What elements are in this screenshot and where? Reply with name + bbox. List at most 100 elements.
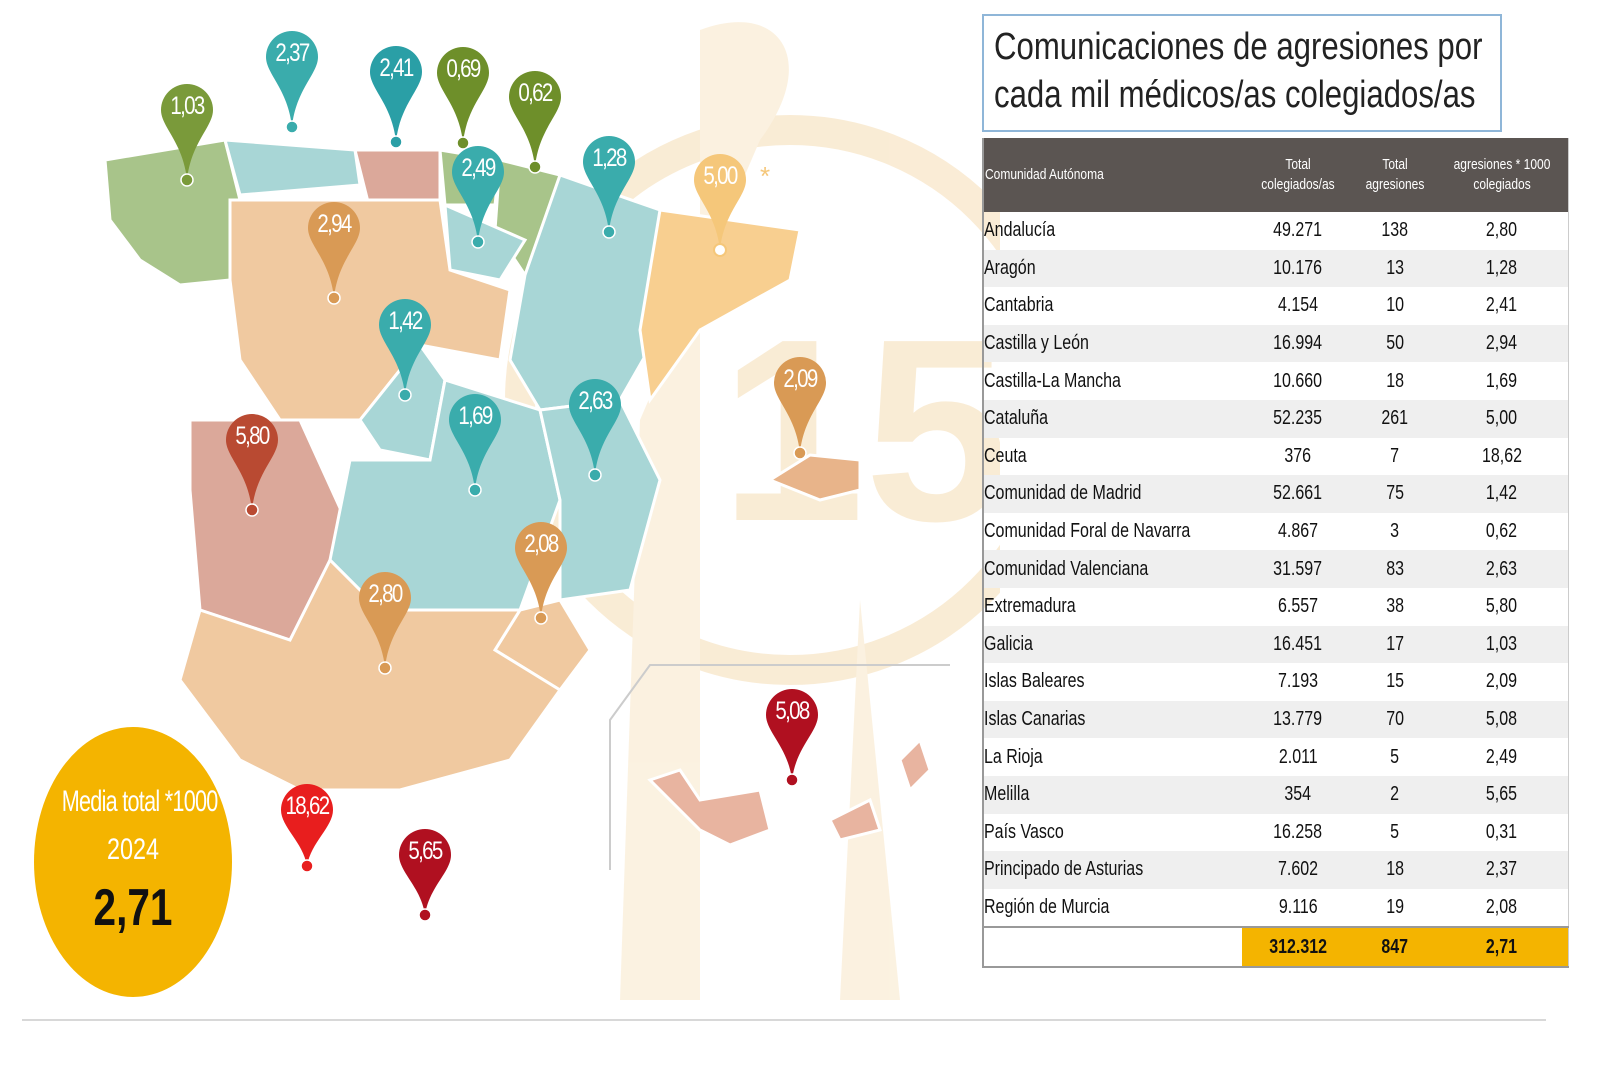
cell-text: Islas Canarias: [984, 708, 1086, 731]
cell-text: 1,69: [1486, 369, 1518, 392]
cell-ratio: 0,62: [1436, 513, 1569, 551]
cell-text: 10.660: [1273, 369, 1323, 392]
cell-agresiones: 50: [1353, 324, 1436, 363]
cell-text: Islas Baleares: [984, 670, 1085, 693]
table-row: Melilla 354 2 5,65: [983, 775, 1569, 814]
cell-ratio: 2,49: [1436, 738, 1569, 776]
region-baleares: [766, 453, 862, 502]
cell-text: 38: [1386, 595, 1404, 618]
table-row: Cataluña 52.235 261 5,00: [983, 399, 1569, 438]
cell-text: 2,71: [1486, 935, 1518, 958]
cell-text: 312.312: [1268, 935, 1327, 958]
cell-comunidad: Castilla y León: [983, 324, 1242, 363]
cell-colegiados: 312.312: [1241, 926, 1354, 968]
pin-ceuta: 18,62: [279, 782, 335, 892]
cell-agresiones: 70: [1353, 700, 1436, 739]
cell-comunidad: País Vasco: [983, 814, 1242, 852]
map-pin-icon: [583, 136, 635, 239]
cell-text: Principado de Asturias: [984, 858, 1144, 881]
cell-ratio: 0,31: [1436, 814, 1569, 852]
pin-melilla: 5,65: [397, 827, 453, 937]
pin-aragon: 1,28: [581, 134, 637, 244]
cell-text: 52.661: [1273, 482, 1323, 505]
pin-la-rioja: 2,49: [450, 144, 506, 254]
pin-canarias: 5,08: [764, 687, 820, 797]
map-pin-icon: [766, 689, 818, 787]
cell-comunidad: Galicia: [983, 625, 1242, 664]
cell-text: 2,37: [1486, 858, 1518, 881]
pin-andalucia: 2,80: [357, 570, 413, 680]
watermark-logo: 15: [505, 22, 1000, 1001]
cell-comunidad: Comunidad Foral de Navarra: [983, 513, 1242, 551]
cell-ratio: 5,80: [1436, 588, 1569, 626]
cell-agresiones: 5: [1354, 814, 1436, 852]
table-row: Islas Baleares 7.193 15 2,09: [983, 663, 1568, 701]
cell-agresiones: 10: [1354, 287, 1436, 325]
cell-text: 7.193: [1277, 670, 1318, 693]
cell-ratio: 1,03: [1435, 625, 1569, 664]
cell-text: 2,09: [1486, 670, 1518, 693]
map-pin-icon: [399, 829, 451, 922]
map-pin-icon: [281, 784, 333, 873]
cell-agresiones: 38: [1354, 588, 1436, 626]
cell-ratio: 2,71: [1435, 926, 1569, 968]
table-row: Islas Canarias 13.779 70 5,08: [983, 700, 1569, 739]
cell-comunidad: Aragón: [983, 249, 1242, 288]
cell-agresiones: 19: [1354, 889, 1436, 928]
cell-agresiones: 18: [1353, 851, 1436, 889]
table-total-row: 312.312 847 2,71: [983, 926, 1569, 968]
map-pin-icon: [379, 299, 431, 402]
cell-text: 9.116: [1278, 895, 1318, 918]
cell-comunidad: Islas Baleares: [983, 663, 1242, 701]
cell-ratio: 2,63: [1435, 550, 1569, 588]
region-canarias: [647, 737, 932, 847]
cell-text: 5: [1390, 745, 1400, 768]
pin-value: 18,62: [285, 792, 330, 820]
cell-text: 75: [1386, 482, 1404, 505]
cell-text: 0,31: [1486, 820, 1518, 843]
cell-text: 376: [1284, 444, 1312, 467]
pin-value: 0,62: [518, 79, 553, 107]
cell-text: 7.602: [1277, 858, 1318, 881]
cell-ratio: 1,42: [1435, 475, 1569, 513]
cell-text: Andalucía: [984, 219, 1056, 242]
cell-text: 18: [1386, 369, 1404, 392]
cell-ratio: 5,08: [1435, 700, 1569, 739]
map-pin-icon: [308, 202, 360, 305]
cell-text: Extremadura: [984, 595, 1076, 618]
header-agresiones: Total agresiones: [1365, 156, 1425, 193]
pin-value: 0,69: [446, 55, 481, 83]
table-row: Galicia 16.451 17 1,03: [983, 625, 1569, 664]
cell-agresiones: 3: [1354, 513, 1436, 551]
cell-comunidad: Comunidad Valenciana: [983, 550, 1242, 588]
cell-agresiones: 83: [1353, 550, 1436, 588]
cell-text: 4.154: [1277, 294, 1318, 317]
pin-asturias: 2,37: [264, 29, 320, 139]
table-row: Aragón 10.176 13 1,28: [983, 249, 1569, 288]
cell-ratio: 5,00: [1435, 399, 1569, 438]
cell-ratio: 1,69: [1436, 362, 1569, 400]
cell-text: 0,62: [1486, 520, 1518, 543]
cell-colegiados: 376: [1242, 438, 1354, 476]
table-row: Comunidad Valenciana 31.597 83 2,63: [983, 550, 1569, 588]
average-label: Media total *1000: [61, 785, 219, 818]
spain-map: 15 *: [103, 22, 1000, 1001]
cell-colegiados: 9.116: [1242, 889, 1354, 928]
pin-value: 5,80: [235, 422, 270, 450]
cell-agresiones: 75: [1353, 475, 1436, 513]
table-row: Principado de Asturias 7.602 18 2,37: [983, 851, 1569, 889]
cell-text: 138: [1381, 219, 1409, 242]
cell-ratio: 2,09: [1436, 663, 1569, 701]
cell-text: 70: [1386, 708, 1404, 731]
region-andalucia: [178, 557, 563, 792]
cell-text: 261: [1381, 407, 1409, 430]
cell-text: 5: [1390, 820, 1400, 843]
title-line-2: cada mil médicos/as colegiados/as: [994, 74, 1476, 116]
table-row: Castilla-La Mancha 10.660 18 1,69: [983, 362, 1568, 400]
cell-ratio: 5,65: [1435, 775, 1569, 814]
table-row: Región de Murcia 9.116 19 2,08: [983, 889, 1568, 928]
pin-value: 2,49: [461, 154, 496, 182]
cell-comunidad: Comunidad de Madrid: [983, 475, 1242, 513]
cell-text: La Rioja: [984, 745, 1043, 768]
pin-value: 2,08: [524, 530, 559, 558]
